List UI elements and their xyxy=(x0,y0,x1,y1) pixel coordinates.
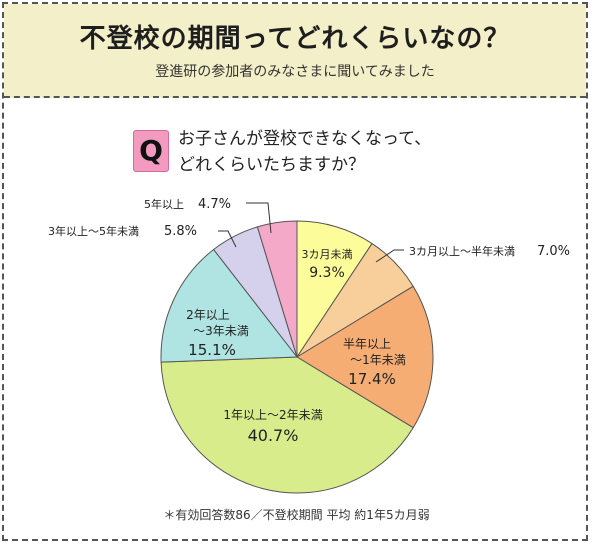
header-banner: 不登校の期間ってどれくらいなの？ 登進研の参加者のみなさまに聞いてみました xyxy=(4,4,586,98)
page-subtitle: 登進研の参加者のみなさまに聞いてみました xyxy=(155,64,435,80)
pie-slice xyxy=(160,248,298,363)
slice-value: 7.0% xyxy=(537,244,570,259)
slice-value: 17.4% xyxy=(348,370,396,388)
question-line-1: お子さんが登校できなくなって、 xyxy=(178,129,432,149)
slice-value: 4.7% xyxy=(198,197,231,212)
slice-label: 1年以上～2年未満 xyxy=(223,408,322,422)
slice-label: 5年以上 xyxy=(144,197,184,211)
slice-value: 40.7% xyxy=(248,426,299,445)
slice-value: 15.1% xyxy=(188,341,236,359)
question-badge-icon: Q xyxy=(133,130,169,172)
slice-value: 5.8% xyxy=(164,224,197,239)
question-text: お子さんが登校できなくなって、 どれくらいたちますか？ xyxy=(178,126,431,178)
slice-label: 2年以上 xyxy=(186,308,230,322)
leader-line xyxy=(218,230,237,248)
pie-slice xyxy=(160,356,414,494)
question-line-2: どれくらいたちますか？ xyxy=(178,155,365,175)
slice-label: ～1年未満 xyxy=(350,353,406,367)
leader-line xyxy=(375,249,404,263)
footnote: ＊有効回答数86／不登校期間 平均 約1年5カ月弱 xyxy=(163,508,430,522)
slice-label: 3年以上～5年未満 xyxy=(48,224,139,238)
pie-slice xyxy=(296,285,434,429)
slice-label: ～3年未満 xyxy=(193,324,249,338)
page-title: 不登校の期間ってどれくらいなの？ xyxy=(79,24,511,54)
slice-value: 9.3% xyxy=(309,265,345,281)
slice-label: 半年以上 xyxy=(343,337,391,351)
slice-label: 3カ月未満 xyxy=(302,248,353,261)
pie-slice xyxy=(296,220,373,359)
leader-line xyxy=(246,202,272,234)
pie-slice xyxy=(256,220,298,358)
slice-label: 3カ月以上～半年未満 xyxy=(409,244,515,258)
